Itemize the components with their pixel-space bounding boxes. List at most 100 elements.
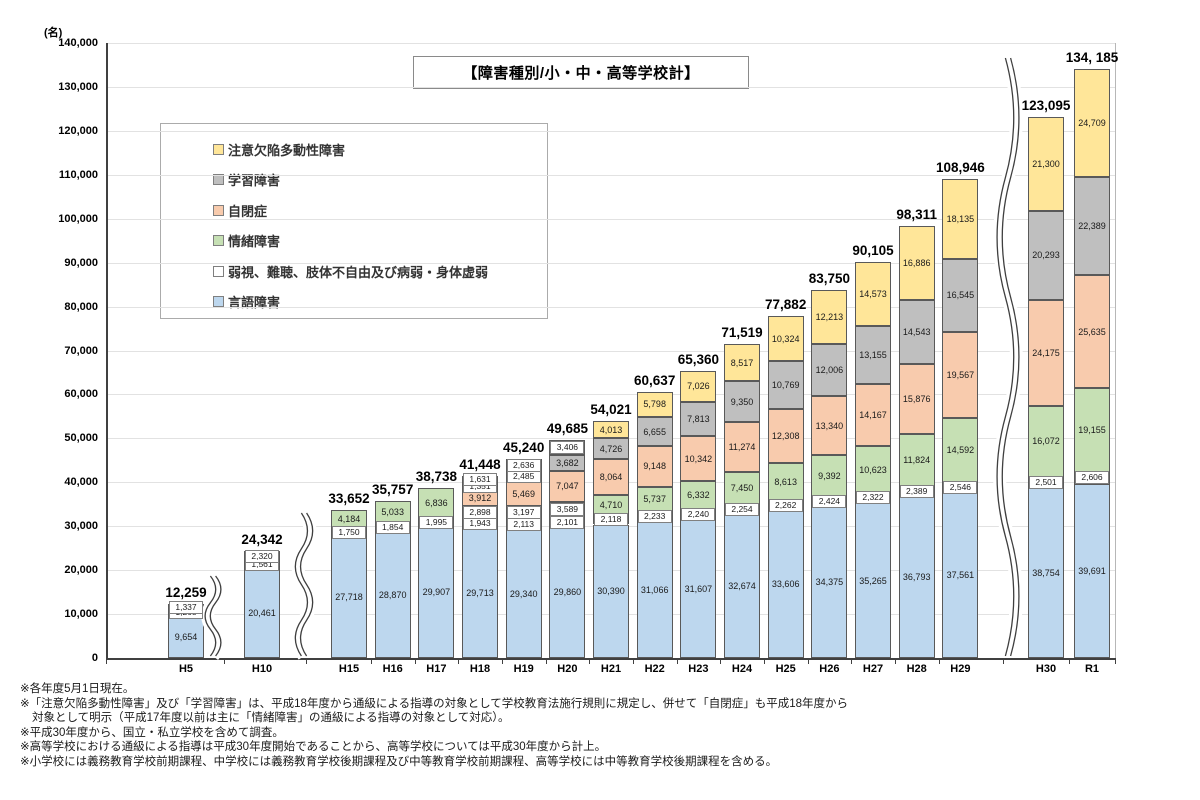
grid-line bbox=[106, 306, 1115, 308]
segment-value-label: 29,713 bbox=[466, 587, 494, 598]
x-axis-label: H24 bbox=[731, 663, 753, 675]
legend-item: 学習障害 bbox=[213, 165, 547, 196]
segment-value-label: 22,389 bbox=[1078, 221, 1106, 232]
bar-segment bbox=[680, 370, 717, 402]
segment-value-label: 1,337 bbox=[169, 600, 203, 614]
bar-segment bbox=[636, 391, 673, 418]
bar-segment bbox=[636, 521, 673, 658]
legend-swatch bbox=[213, 265, 224, 277]
footnote: ※「注意欠陥多動性障害」及び「学習障害」は、平成18年度から通級による指導の対象… bbox=[20, 697, 849, 710]
bar-segment bbox=[505, 529, 542, 658]
segment-value-label: 35,265 bbox=[859, 575, 887, 586]
segment-value-label: 13,155 bbox=[859, 350, 887, 361]
axis-break-mark bbox=[996, 57, 1015, 657]
bar-segment bbox=[898, 364, 935, 434]
bar-segment bbox=[898, 300, 935, 365]
segment-value-label: 11,824 bbox=[903, 454, 931, 465]
bar-segment bbox=[811, 396, 848, 456]
segment-value-label: 7,813 bbox=[687, 413, 710, 424]
segment-value-label: 1,750 bbox=[332, 525, 366, 539]
footnotes: ※各年度5月1日現在。 ※「注意欠陥多動性障害」及び「学習障害」は、平成18年度… bbox=[20, 682, 1190, 770]
bar-segment bbox=[331, 536, 367, 658]
x-axis-tick bbox=[458, 660, 460, 664]
footnote: ※高等学校における通級による指導は平成30年度開始であることから、高等学校につい… bbox=[20, 741, 607, 754]
y-axis-line bbox=[106, 43, 108, 658]
x-axis-tick bbox=[1003, 660, 1005, 664]
x-axis-tick bbox=[589, 660, 591, 664]
segment-value-label: 13,340 bbox=[815, 420, 844, 431]
bar-segment bbox=[549, 470, 586, 502]
segment-value-label: 20,461 bbox=[248, 608, 276, 619]
segment-value-label: 2,898 bbox=[463, 506, 497, 520]
legend-item: 情緒障害 bbox=[213, 226, 547, 257]
bar-segment bbox=[811, 343, 848, 397]
bar-segment bbox=[1028, 117, 1064, 211]
x-axis-tick bbox=[106, 660, 107, 664]
bar-segment bbox=[724, 381, 760, 423]
bar-segment bbox=[1074, 177, 1110, 276]
segment-value-label: 2,320 bbox=[245, 549, 279, 563]
x-axis-label: R1 bbox=[1084, 663, 1100, 675]
segment-value-label: 2,113 bbox=[506, 517, 541, 531]
x-axis-tick bbox=[370, 660, 372, 664]
legend-item: 言語障害 bbox=[213, 287, 547, 318]
footnote: ※平成30年度から、国立・私立学校を含めて調査。 bbox=[20, 726, 284, 739]
legend-swatch bbox=[213, 235, 224, 247]
segment-value-label: 31,066 bbox=[640, 584, 669, 595]
bar-total-label: 54,021 bbox=[590, 401, 632, 417]
segment-value-label: 1,854 bbox=[375, 520, 410, 534]
x-axis-line bbox=[106, 658, 1116, 660]
x-axis-tick bbox=[763, 660, 765, 664]
legend-item: 弱視、難聴、肢体不自由及び病弱・身体虚弱 bbox=[213, 256, 547, 287]
bar-segment bbox=[593, 459, 629, 495]
y-axis-tick-label: 40,000 bbox=[64, 476, 98, 489]
bar-segment bbox=[549, 454, 586, 471]
bar-segment bbox=[942, 259, 979, 332]
grid-line bbox=[106, 262, 1115, 264]
x-axis-label: H27 bbox=[862, 663, 884, 675]
bar-segment bbox=[942, 492, 979, 658]
segment-value-label: 6,655 bbox=[643, 426, 666, 437]
bar-segment bbox=[811, 506, 848, 658]
segment-value-label: 15,876 bbox=[902, 394, 931, 405]
y-axis-tick-label: 110,000 bbox=[58, 168, 98, 181]
segment-value-label: 14,167 bbox=[859, 410, 887, 421]
axis-break-mark bbox=[993, 56, 1023, 658]
y-axis-tick-label: 120,000 bbox=[58, 124, 98, 137]
bar-segment bbox=[942, 331, 979, 418]
y-axis-tick-label: 130,000 bbox=[58, 80, 98, 93]
grid-line bbox=[106, 43, 1115, 44]
bar-segment bbox=[1028, 406, 1064, 477]
segment-value-label: 9,392 bbox=[818, 470, 841, 481]
chart-legend: 注意欠陥多動性障害 学習障害 自閉症 情緒障害 弱視、難聴、肢体不自由及び病弱・身体虚弱… bbox=[160, 123, 548, 319]
bar-segment bbox=[942, 179, 979, 260]
segment-value-label: 2,118 bbox=[594, 513, 628, 527]
y-axis-tick-label: 80,000 bbox=[64, 300, 98, 313]
segment-value-label: 3,406 bbox=[550, 440, 585, 454]
segment-value-label: 6,332 bbox=[687, 490, 710, 501]
segment-value-label: 34,375 bbox=[815, 577, 844, 588]
segment-value-label: 24,709 bbox=[1078, 117, 1106, 128]
segment-value-label: 25,635 bbox=[1078, 326, 1106, 337]
segment-value-label: 16,886 bbox=[902, 258, 931, 269]
x-axis-label: H30 bbox=[1035, 663, 1057, 675]
bar-segment bbox=[1074, 275, 1110, 389]
x-axis-label: H20 bbox=[557, 663, 578, 675]
segment-value-label: 3,589 bbox=[550, 503, 585, 517]
segment-value-label: 2,546 bbox=[943, 480, 978, 494]
segment-value-label: 16,072 bbox=[1032, 436, 1060, 447]
segment-value-label: 10,324 bbox=[771, 333, 800, 344]
bar-total-label: 49,685 bbox=[546, 420, 589, 436]
segment-value-label: 32,674 bbox=[728, 581, 756, 592]
segment-value-label: 9,148 bbox=[643, 461, 666, 472]
bar-segment bbox=[1028, 210, 1064, 300]
bar-total-label: 123,095 bbox=[1021, 98, 1071, 114]
segment-value-label: 29,340 bbox=[509, 588, 538, 599]
segment-value-label: 2,636 bbox=[506, 458, 541, 472]
segment-value-label: 2,101 bbox=[550, 515, 585, 529]
segment-value-label: 16,545 bbox=[946, 290, 975, 301]
x-axis-label: H29 bbox=[950, 663, 971, 675]
bar-segment bbox=[680, 401, 717, 437]
bar-segment bbox=[593, 524, 629, 658]
